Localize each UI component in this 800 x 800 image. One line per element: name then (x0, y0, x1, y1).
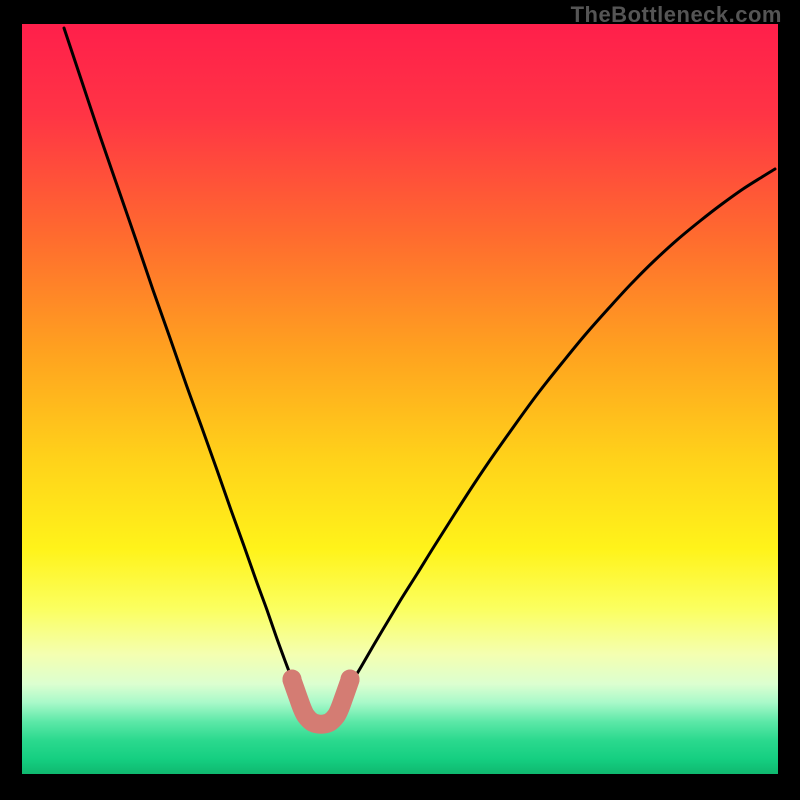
optimal-range-dot-1 (283, 670, 302, 689)
gradient-background (22, 24, 778, 774)
watermark-label: TheBottleneck.com (571, 2, 782, 28)
optimal-range-dot-2 (341, 670, 360, 689)
